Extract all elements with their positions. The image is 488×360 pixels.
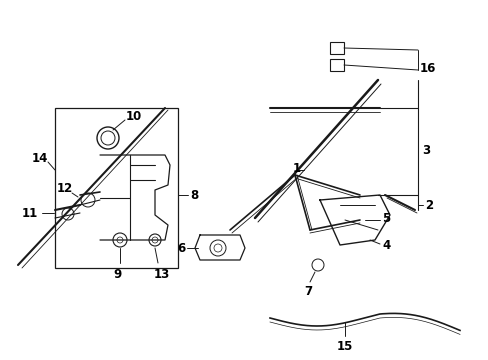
Text: 3: 3 <box>421 144 429 157</box>
Text: 12: 12 <box>57 181 73 194</box>
Circle shape <box>209 240 225 256</box>
Circle shape <box>81 193 95 207</box>
Text: 6: 6 <box>176 242 184 255</box>
Text: 4: 4 <box>381 239 389 252</box>
Text: 2: 2 <box>424 198 432 212</box>
Text: 10: 10 <box>126 109 142 122</box>
Circle shape <box>97 127 119 149</box>
Text: 15: 15 <box>336 340 352 353</box>
Circle shape <box>113 233 127 247</box>
Text: 9: 9 <box>114 268 122 281</box>
Text: 16: 16 <box>419 62 435 75</box>
Text: 1: 1 <box>292 162 301 175</box>
Circle shape <box>62 208 74 220</box>
Bar <box>329 59 343 71</box>
Bar <box>55 108 178 268</box>
Circle shape <box>311 259 324 271</box>
Text: 7: 7 <box>304 285 311 298</box>
Text: 5: 5 <box>381 212 389 225</box>
Bar <box>329 42 343 54</box>
Text: 14: 14 <box>32 152 48 165</box>
Text: 8: 8 <box>190 189 198 202</box>
Text: 11: 11 <box>22 207 38 220</box>
Text: 13: 13 <box>154 268 170 281</box>
Circle shape <box>149 234 161 246</box>
